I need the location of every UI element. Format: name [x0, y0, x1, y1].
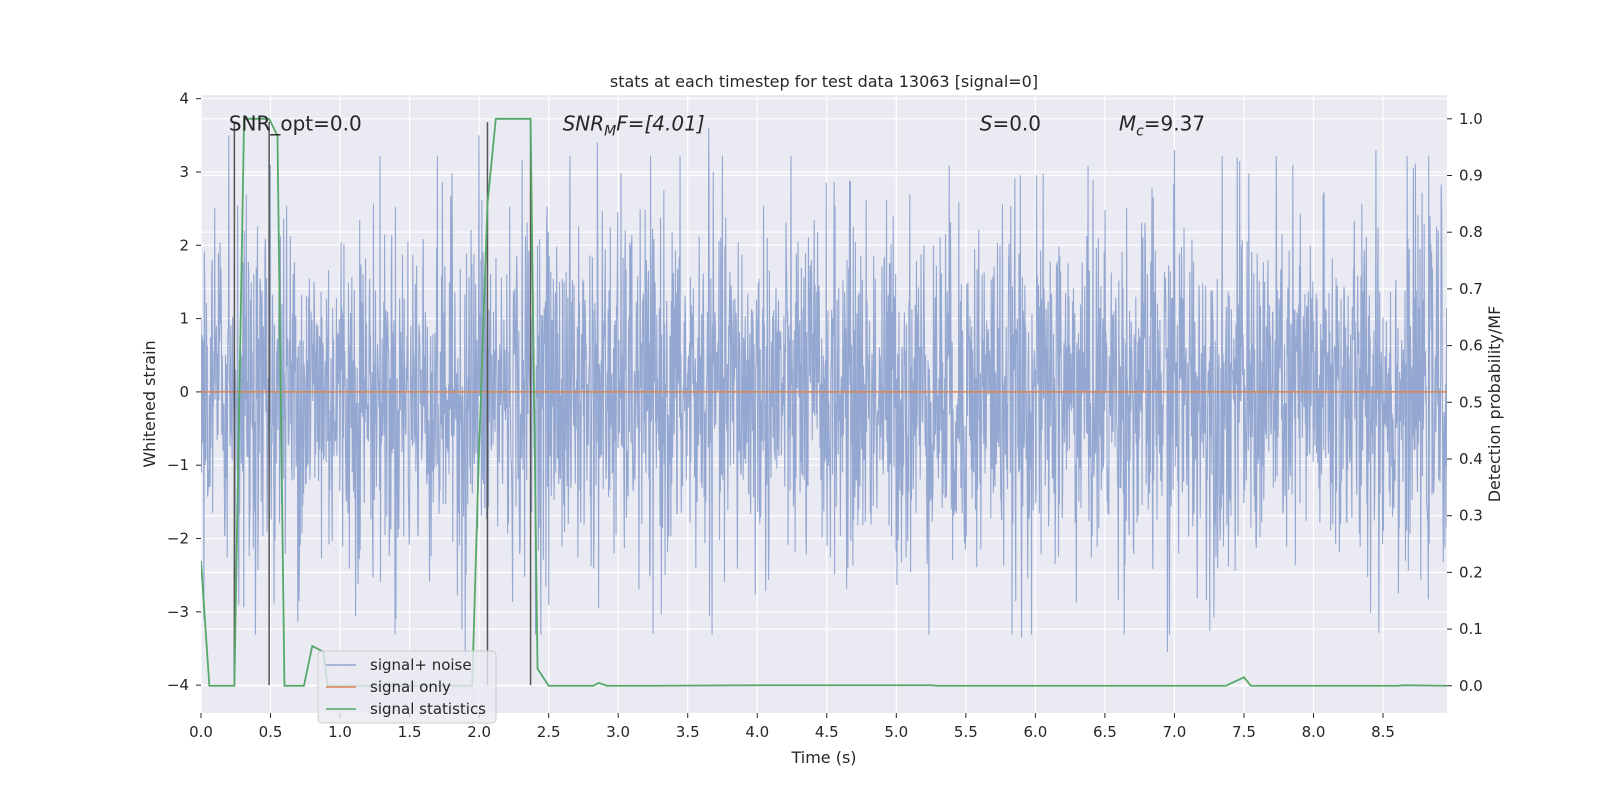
x-tick-label: 1.0 [328, 723, 352, 741]
mc-value: =9.37 [1144, 111, 1205, 135]
y2-tick-label: 1.0 [1459, 110, 1483, 128]
y-tick-label: 2 [179, 236, 189, 254]
y-tick-label: −2 [167, 530, 189, 548]
x-tick-label: 3.0 [606, 723, 630, 741]
legend-label-signal-statistics: signal statistics [370, 700, 486, 718]
y-tick-label: 1 [179, 310, 189, 328]
y2-axis-label: Detection probability/MF [1485, 306, 1504, 503]
legend: signal+ noise signal only signal statist… [317, 650, 497, 724]
x-tick-label: 0.5 [259, 723, 283, 741]
y-tick-label: −4 [167, 676, 189, 694]
y-tick-label: −1 [167, 456, 189, 474]
x-tick-label: 2.5 [537, 723, 561, 741]
snr-mf-symbol: SNR [563, 111, 605, 135]
y2-tick-label: 0.1 [1459, 620, 1483, 638]
chart-title: stats at each timestep for test data 130… [610, 72, 1038, 91]
x-tick-label: 2.0 [467, 723, 491, 741]
x-tick-label: 7.5 [1232, 723, 1256, 741]
y2-tick-label: 0.2 [1459, 563, 1483, 581]
annotation-s: S=0.0 [980, 111, 1041, 135]
stats-series-layer [201, 117, 1447, 687]
x-tick-label: 1.5 [398, 723, 422, 741]
x-tick-label: 4.0 [745, 723, 769, 741]
y-tick-label: 4 [179, 90, 189, 108]
legend-label-signal-noise: signal+ noise [370, 656, 472, 674]
x-tick-label: 6.0 [1023, 723, 1047, 741]
y2-tick-label: 0.6 [1459, 337, 1483, 355]
x-tick-label: 0.0 [189, 723, 213, 741]
legend-box [317, 650, 497, 724]
annotation-snr-opt: SNR_opt=0.0 [229, 111, 362, 135]
tick-labels: 0.0 0.5 1.0 1.5 2.0 2.5 3.0 3.5 4.0 4.5 5.0 5.5 6.0 6… [167, 90, 1483, 741]
s-value: =0.0 [992, 111, 1041, 135]
y2-tick-label: 0.0 [1459, 677, 1483, 695]
noise-series-layer [201, 127, 1447, 656]
x-axis-label: Time (s) [790, 748, 856, 767]
y-tick-label: 0 [179, 383, 189, 401]
y2-tick-label: 0.5 [1459, 393, 1483, 411]
y2-tick-label: 0.4 [1459, 450, 1483, 468]
y2-tick-label: 0.3 [1459, 507, 1483, 525]
annotation-snr-mf: SNRMF=[4.01] [563, 111, 705, 139]
snr-mf-subscript: M [604, 123, 616, 139]
legend-label-signal-only: signal only [370, 678, 451, 696]
x-tick-label: 5.5 [954, 723, 978, 741]
x-tick-label: 8.0 [1302, 723, 1326, 741]
series-line-signal-statistics [201, 117, 1447, 687]
x-tick-label: 6.5 [1093, 723, 1117, 741]
y-tick-label: 3 [179, 163, 189, 181]
y-tick-label: −3 [167, 603, 189, 621]
snr-mf-value: F=[4.01] [616, 111, 704, 135]
series-line-signal-noise [201, 127, 1447, 656]
x-tick-label: 5.0 [884, 723, 908, 741]
y2-tick-label: 0.9 [1459, 167, 1483, 185]
annotation-mc: Mc=9.37 [1119, 111, 1205, 139]
y-axis-label: Whitened strain [140, 340, 159, 467]
s-symbol: S [980, 111, 993, 135]
mc-subscript: c [1136, 123, 1144, 139]
mc-symbol: M [1119, 111, 1136, 135]
x-tick-label: 8.5 [1371, 723, 1395, 741]
y2-tick-label: 0.7 [1459, 280, 1483, 298]
y2-tick-label: 0.8 [1459, 223, 1483, 241]
x-tick-label: 3.5 [676, 723, 700, 741]
x-tick-label: 7.0 [1163, 723, 1187, 741]
x-tick-label: 4.5 [815, 723, 839, 741]
